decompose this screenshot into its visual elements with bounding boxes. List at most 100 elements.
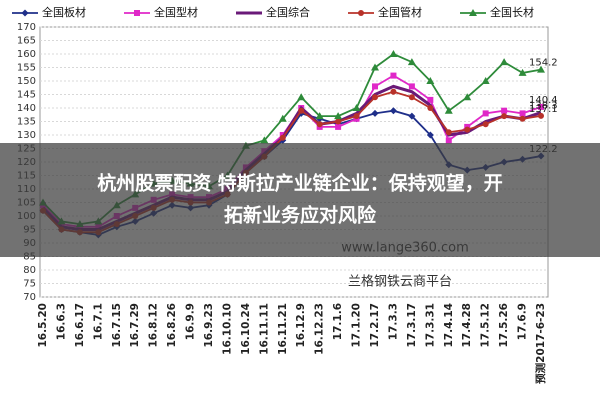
marker [371, 63, 379, 71]
legend-label: 全国板材 [42, 5, 86, 19]
x-tick-label: 16.8.12 [148, 303, 160, 348]
marker [427, 96, 434, 103]
marker [537, 65, 545, 73]
marker [408, 83, 415, 90]
marker [519, 115, 526, 122]
x-tick-label: 16.10.10 [221, 303, 233, 355]
x-tick-label: 17.3.17 [406, 303, 418, 348]
marker [500, 58, 509, 66]
y-tick-label: 160 [17, 49, 36, 60]
marker [427, 105, 434, 111]
y-tick-label: 170 [17, 22, 36, 33]
x-tick-label: 17.5.26 [498, 303, 510, 348]
marker [371, 109, 379, 117]
marker [501, 113, 508, 120]
legend-marker [21, 9, 29, 17]
y-tick-label: 150 [17, 76, 36, 87]
x-tick-label: 17.1.6 [332, 303, 344, 340]
end-label: 154.2 [529, 58, 558, 69]
y-tick-label: 70 [23, 292, 36, 303]
watermark: 兰格钢铁云商平台 [348, 274, 452, 290]
marker [463, 93, 472, 101]
marker [518, 68, 527, 76]
marker [279, 134, 286, 141]
marker [481, 77, 490, 84]
marker [445, 129, 452, 136]
y-tick-label: 80 [23, 265, 36, 276]
marker [519, 110, 526, 117]
marker [316, 121, 323, 128]
x-tick-label: 17.1.20 [351, 303, 363, 348]
x-tick-label: 16.9.23 [203, 303, 215, 348]
x-tick-label: 16.12.9 [295, 303, 307, 348]
x-tick-label: 17.5.12 [480, 303, 492, 348]
banner-text: 拓新业务应对风险 [224, 204, 377, 227]
y-tick-label: 75 [23, 279, 36, 290]
marker [482, 121, 489, 128]
y-tick-label: 140 [17, 103, 36, 114]
marker [445, 137, 452, 144]
x-tick-label: 17.4.28 [461, 303, 473, 348]
x-tick-label: 16.5.20 [37, 303, 49, 348]
marker [408, 112, 416, 120]
banner [0, 143, 600, 257]
y-tick-label: 135 [17, 117, 36, 128]
x-tick-label: 17.2.17 [369, 303, 381, 348]
x-tick-label: 16.9.9 [185, 303, 197, 340]
marker [444, 106, 453, 114]
y-tick-label: 130 [17, 130, 36, 141]
marker [298, 107, 305, 114]
y-tick-label: 145 [17, 90, 36, 101]
x-tick-label: 16.7.15 [111, 303, 123, 348]
marker [426, 131, 434, 139]
marker [353, 113, 360, 120]
marker [389, 50, 398, 57]
x-tick-label: 17.3.31 [424, 303, 436, 348]
marker [538, 112, 544, 119]
marker [501, 107, 508, 114]
x-tick-label: 16.6.3 [55, 303, 67, 340]
x-tick-label: 16.7.29 [129, 303, 141, 348]
marker [260, 136, 269, 144]
marker [407, 58, 416, 66]
legend-marker [469, 9, 477, 16]
marker [278, 114, 287, 122]
legend-label: 全国综合 [266, 5, 310, 19]
marker [408, 94, 415, 101]
x-tick-label: 16.8.26 [166, 303, 178, 348]
banner-text: 杭州股票配资 特斯拉产业链企业：保持观望，开 [97, 172, 503, 195]
legend-marker [358, 10, 364, 16]
marker [297, 93, 306, 101]
x-tick-label: 17.3.3 [387, 303, 399, 340]
x-tick-label: 16.6.17 [74, 303, 86, 348]
x-tick-label: 17.4.14 [443, 303, 455, 348]
marker [315, 112, 324, 120]
marker [482, 110, 489, 117]
x-tick-label: 17.6.9 [517, 303, 529, 340]
legend-label: 全国管材 [378, 5, 422, 19]
legend-label: 全国型材 [154, 5, 198, 19]
marker [390, 72, 397, 79]
marker [389, 107, 397, 115]
legend-marker [134, 10, 140, 16]
marker [538, 103, 544, 110]
x-tick-label: 16.12.23 [314, 303, 326, 355]
end-label: 138.3 [529, 101, 558, 112]
marker [464, 126, 471, 133]
y-tick-label: 155 [17, 63, 36, 74]
end-label: 137.1 [529, 104, 558, 115]
marker [390, 88, 397, 95]
end-label: 140.4 [529, 95, 558, 106]
y-tick-label: 165 [17, 36, 36, 47]
marker [372, 83, 378, 90]
marker [426, 77, 435, 84]
x-tick-label: 16.7.1 [92, 303, 104, 340]
x-tick-label: 预测2017-6-23 [534, 303, 547, 384]
x-tick-label: 16.11.21 [277, 303, 289, 355]
marker [372, 94, 378, 101]
marker [352, 104, 361, 111]
x-tick-label: 16.11.11 [258, 303, 270, 355]
marker [335, 123, 342, 130]
marker [335, 118, 342, 125]
